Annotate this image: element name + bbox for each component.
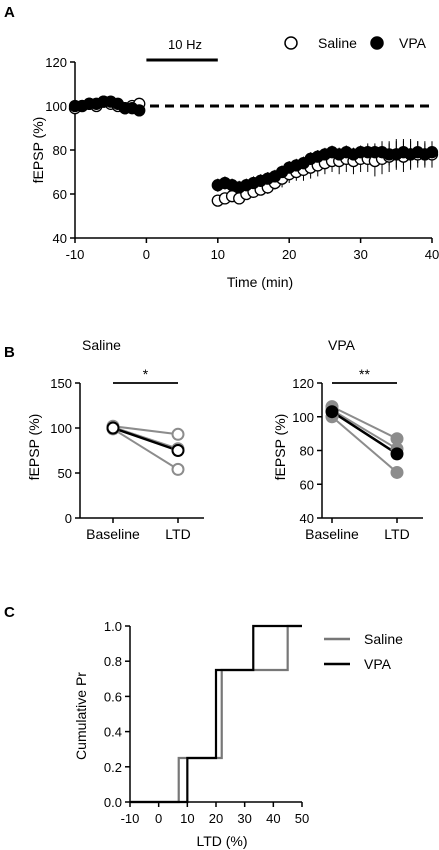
panel-a-y-tick-label: 60 [53,187,67,202]
panel-b-vpa-x-tick-label: Baseline [305,526,359,542]
panel-c-x-axis-label: LTD (%) [196,833,247,849]
panel-b-vpa-plot: 40 60 80 100 120 Baseline LTD ** [292,366,423,542]
panel-b-vpa-y-tick-label: 100 [292,410,314,425]
panel-b-saline-mean-point [171,444,185,457]
panel-a-plot: -10 0 10 20 30 40 40 60 80 100 120 [45,55,439,262]
panel-b-saline-mean-point [106,421,120,435]
panel-b-saline-x-tick-label: LTD [165,526,190,542]
panel-a-legend: Saline VPA [284,35,427,51]
panel-c-legend: Saline VPA [324,631,403,672]
panel-c-y-tick-label: 1.0 [104,619,122,634]
panel-b-saline-y-tick-label: 0 [65,511,72,526]
panel-a-vpa-point [425,146,439,159]
panel-a-y-axis-label: fEPSP (%) [30,117,46,184]
panel-b-vpa-mean-line [331,410,398,455]
panel-b-saline-y-tick-label: 150 [50,376,72,391]
panel-a-x-tick-label: 20 [282,247,296,262]
legend-c-vpa-label: VPA [364,656,392,672]
panel-a-stimulus-label: 10 Hz [168,37,202,52]
panel-b-saline-x-tick-label: Baseline [86,526,140,542]
panel-a-x-tick-label: 0 [143,247,150,262]
panel-b-saline-individual-line [112,428,179,471]
panel-c-x-tick-label: 40 [266,811,280,826]
panel-a-x-tick-label: 40 [425,247,439,262]
panel-a-letter: A [4,4,15,21]
panel-b-saline-y-axis-label: fEPSP (%) [26,414,42,481]
panel-c-x-tick-label: -10 [121,811,140,826]
panel-b-vpa-individual-line [331,415,398,474]
panel-b-saline-individual-point [171,462,185,476]
panel-c-vpa-cdf-line [130,624,302,804]
panel-b-vpa-individual-line [331,409,398,450]
panel-a-y-tick-label: 120 [45,55,67,70]
legend-vpa-label: VPA [399,35,427,51]
panel-a-x-axis-label: Time (min) [227,274,293,290]
panel-b-vpa-individual-point [390,465,404,479]
panel-c-saline-cdf-line [130,624,302,804]
panel-b-vpa-y-tick-label: 40 [300,511,314,526]
legend-saline-label: Saline [318,35,357,51]
panel-b-vpa-y-tick-label: 120 [292,376,314,391]
panel-b-saline-y-tick-label: 50 [58,466,72,481]
legend-saline-marker [284,36,298,50]
panel-b-saline-significance-marker: * [143,366,149,382]
panel-b-vpa-y-axis-label: fEPSP (%) [272,414,288,481]
panel-c-x-tick-label: 10 [180,811,194,826]
panel-b-vpa-mean-point [325,405,339,419]
panel-a-vpa-point [133,104,146,117]
panel-b-saline-individual-line [112,425,179,436]
panel-c-letter: C [4,604,15,621]
panel-b-vpa-y-tick-label: 60 [300,477,314,492]
legend-vpa-marker [370,36,384,50]
panel-b-saline-mean-line [112,426,179,452]
panel-b-saline-y-tick-label: 100 [50,421,72,436]
panel-c-y-tick-label: 0.6 [104,689,122,704]
panel-b-vpa-title: VPA [328,337,356,353]
panel-b-vpa-significance-marker: ** [359,366,370,382]
panel-c-y-tick-label: 0.4 [104,725,122,740]
panel-c-y-tick-label: 0.0 [104,795,122,810]
panel-b-vpa-mean-point [390,447,404,461]
panel-b-vpa-y-tick-label: 80 [300,444,314,459]
panel-a-y-tick-label: 40 [53,231,67,246]
panel-b-saline-individual-point [171,427,185,441]
panel-a-y-tick-label: 80 [53,143,67,158]
panel-b-saline-title: Saline [82,337,121,353]
panel-c-y-axis-label: Cumulative Pr [73,672,89,760]
panel-a-x-tick-label: 30 [353,247,367,262]
panel-b-vpa-x-tick-label: LTD [384,526,409,542]
panel-c-x-tick-label: 0 [155,811,162,826]
panel-b-vpa-individual-line [331,405,398,440]
panel-c-y-tick-label: 0.2 [104,760,122,775]
panel-a-y-tick-label: 100 [45,99,67,114]
panel-c-x-tick-label: 30 [237,811,251,826]
legend-c-saline-label: Saline [364,631,403,647]
panel-b-saline-plot: 0 50 100 150 Baseline LTD * [50,366,204,542]
panel-c-y-tick-label: 0.8 [104,654,122,669]
panel-c-x-tick-label: 50 [295,811,309,826]
panel-c-plot: -10 0 10 20 30 40 50 0.0 0.2 0.4 0.6 0.8 1.0 [104,619,309,826]
panel-a-x-tick-label: -10 [66,247,85,262]
panel-a-x-tick-label: 10 [211,247,225,262]
panel-b-letter: B [4,344,15,361]
panel-c-x-tick-label: 20 [209,811,223,826]
